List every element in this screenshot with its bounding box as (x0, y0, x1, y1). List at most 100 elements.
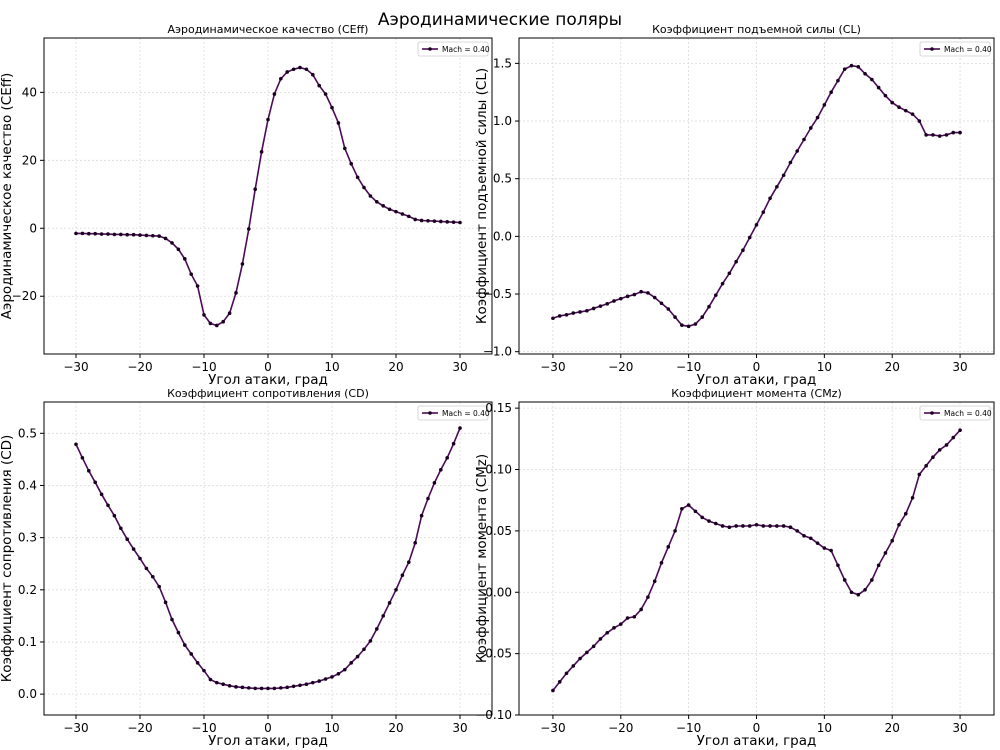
data-point (910, 495, 915, 500)
data-point (87, 469, 91, 473)
data-point (400, 212, 405, 216)
data-point (727, 271, 732, 276)
data-point (883, 551, 888, 555)
y-tick-label: 0.1 (18, 635, 37, 649)
data-point (176, 247, 181, 252)
data-point (426, 219, 430, 223)
data-point (381, 614, 386, 618)
data-point (849, 590, 854, 595)
y-tick-label: −0.5 (483, 287, 512, 301)
legend-marker (930, 411, 934, 415)
x-tick-label: 0 (753, 721, 761, 735)
x-tick-label: 30 (952, 721, 967, 735)
data-point (413, 541, 418, 545)
data-point (775, 524, 779, 528)
data-point (426, 496, 430, 501)
data-point (632, 292, 637, 297)
data-point (304, 682, 309, 687)
data-point (890, 100, 895, 105)
data-point (646, 595, 650, 599)
data-point (349, 161, 354, 166)
data-point (612, 299, 616, 303)
y-tick-label: 0 (29, 221, 37, 235)
y-tick-label: −0.05 (475, 647, 512, 661)
data-point (439, 219, 443, 224)
data-point (272, 686, 277, 691)
data-point (646, 291, 650, 295)
data-point (387, 601, 392, 605)
x-axis-label: Угол атаки, град (208, 733, 328, 749)
y-tick-label: −0.10 (475, 708, 512, 722)
data-point (298, 65, 302, 70)
data-point (355, 175, 360, 180)
data-point (822, 103, 827, 107)
data-point (208, 321, 213, 326)
legend: Mach = 0.40 (417, 41, 490, 57)
data-point (768, 524, 772, 528)
data-point (336, 671, 341, 676)
y-tick-label: 0.00 (485, 585, 512, 599)
data-point (808, 536, 813, 541)
legend: Mach = 0.40 (919, 41, 992, 57)
data-point (208, 677, 213, 682)
subplot-3: −30 −20 −10 0 10 20 300.00.10.20.30.40.5Коэффи… (0, 387, 493, 749)
y-tick-label: 0.5 (493, 172, 512, 186)
x-tick-label: 20 (388, 721, 403, 735)
legend-box (919, 41, 991, 57)
data-point (564, 312, 569, 317)
data-point (741, 248, 745, 253)
data-point (259, 150, 264, 154)
data-point (551, 316, 555, 321)
data-point (903, 511, 908, 516)
data-point (247, 227, 251, 231)
data-point (221, 682, 225, 687)
data-point (639, 289, 643, 294)
data-point (74, 442, 78, 447)
data-point (931, 455, 935, 460)
x-tick-label: 10 (324, 721, 339, 735)
data-point (598, 637, 603, 641)
data-point (394, 209, 398, 214)
legend-marker (930, 47, 934, 51)
data-point (836, 78, 840, 83)
y-axis-label: Коэффициент сопротивления (CD) (0, 435, 15, 683)
data-point (768, 196, 772, 201)
x-tick-label: 0 (753, 360, 761, 374)
y-tick-label: −20 (12, 289, 37, 303)
data-point (125, 232, 129, 237)
data-point (387, 207, 392, 212)
data-point (836, 563, 840, 568)
x-tick-label: 10 (324, 360, 339, 374)
data-point (419, 513, 424, 518)
data-point (163, 600, 168, 605)
data-point (612, 626, 616, 630)
y-tick-label: 1.5 (493, 56, 512, 70)
data-point (829, 90, 833, 95)
data-point (279, 76, 283, 81)
x-tick-label: −30 (540, 360, 565, 374)
data-point (131, 232, 136, 237)
x-tick-label: 10 (817, 721, 832, 735)
data-point (221, 319, 225, 324)
data-point (937, 448, 942, 452)
data-point (170, 241, 174, 245)
subplot-2: −30 −20 −10 0 10 20 30−1.0−0.50.00.51.01.5Коэф… (474, 23, 995, 388)
data-point (157, 234, 161, 238)
data-point (93, 231, 97, 236)
data-point (99, 492, 104, 497)
data-point (291, 67, 296, 72)
x-tick-label: −30 (540, 721, 565, 735)
data-point (917, 119, 922, 123)
y-tick-label: 0.05 (485, 524, 512, 538)
data-point (451, 220, 456, 224)
x-tick-label: 20 (885, 721, 900, 735)
y-tick-label: 0.3 (18, 531, 37, 545)
x-tick-label: 30 (952, 360, 967, 374)
data-point (571, 311, 576, 315)
data-point (362, 185, 366, 190)
x-tick-label: 0 (264, 721, 272, 735)
data-point (931, 133, 935, 137)
data-point (842, 578, 847, 582)
x-tick-label: −20 (608, 721, 633, 735)
data-point (829, 548, 833, 553)
